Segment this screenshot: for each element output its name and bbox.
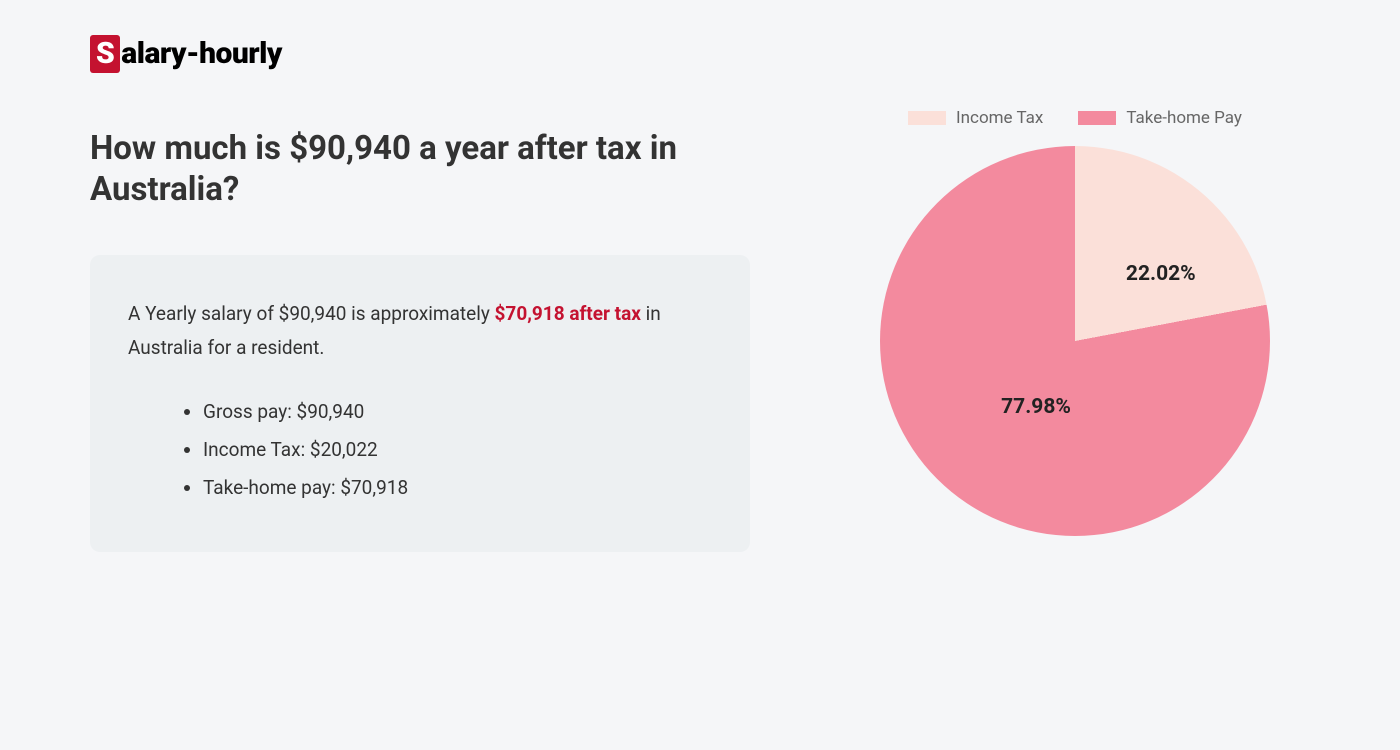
list-item: Income Tax: $20,022 bbox=[203, 431, 712, 469]
chart-legend: Income Tax Take-home Pay bbox=[840, 108, 1310, 128]
pie-graphic bbox=[880, 146, 1270, 536]
legend-item-take-home: Take-home Pay bbox=[1078, 108, 1242, 128]
list-item: Take-home pay: $70,918 bbox=[203, 469, 712, 507]
pie-chart: 22.02% 77.98% bbox=[880, 146, 1270, 536]
logo-s-badge: S bbox=[90, 35, 120, 73]
pie-slice-label: 77.98% bbox=[1001, 395, 1071, 419]
summary-text: A Yearly salary of $90,940 is approximat… bbox=[128, 297, 712, 365]
summary-card: A Yearly salary of $90,940 is approximat… bbox=[90, 255, 750, 552]
chart-column: Income Tax Take-home Pay 22.02% 77.98% bbox=[840, 128, 1310, 553]
pie-slice-label: 22.02% bbox=[1126, 262, 1196, 286]
logo-text: alary-hourly bbox=[121, 36, 282, 71]
summary-prefix: A Yearly salary of $90,940 is approximat… bbox=[128, 302, 495, 325]
list-item: Gross pay: $90,940 bbox=[203, 393, 712, 431]
legend-swatch bbox=[908, 111, 946, 125]
logo: Salary-hourly bbox=[90, 35, 1310, 73]
legend-label: Take-home Pay bbox=[1126, 108, 1242, 128]
left-column: How much is $90,940 a year after tax in … bbox=[90, 128, 750, 553]
bullet-list: Gross pay: $90,940 Income Tax: $20,022 T… bbox=[128, 393, 712, 507]
summary-highlight: $70,918 after tax bbox=[495, 302, 641, 325]
legend-swatch bbox=[1078, 111, 1116, 125]
page-title: How much is $90,940 a year after tax in … bbox=[90, 128, 750, 211]
legend-item-income-tax: Income Tax bbox=[908, 108, 1043, 128]
legend-label: Income Tax bbox=[956, 108, 1043, 128]
